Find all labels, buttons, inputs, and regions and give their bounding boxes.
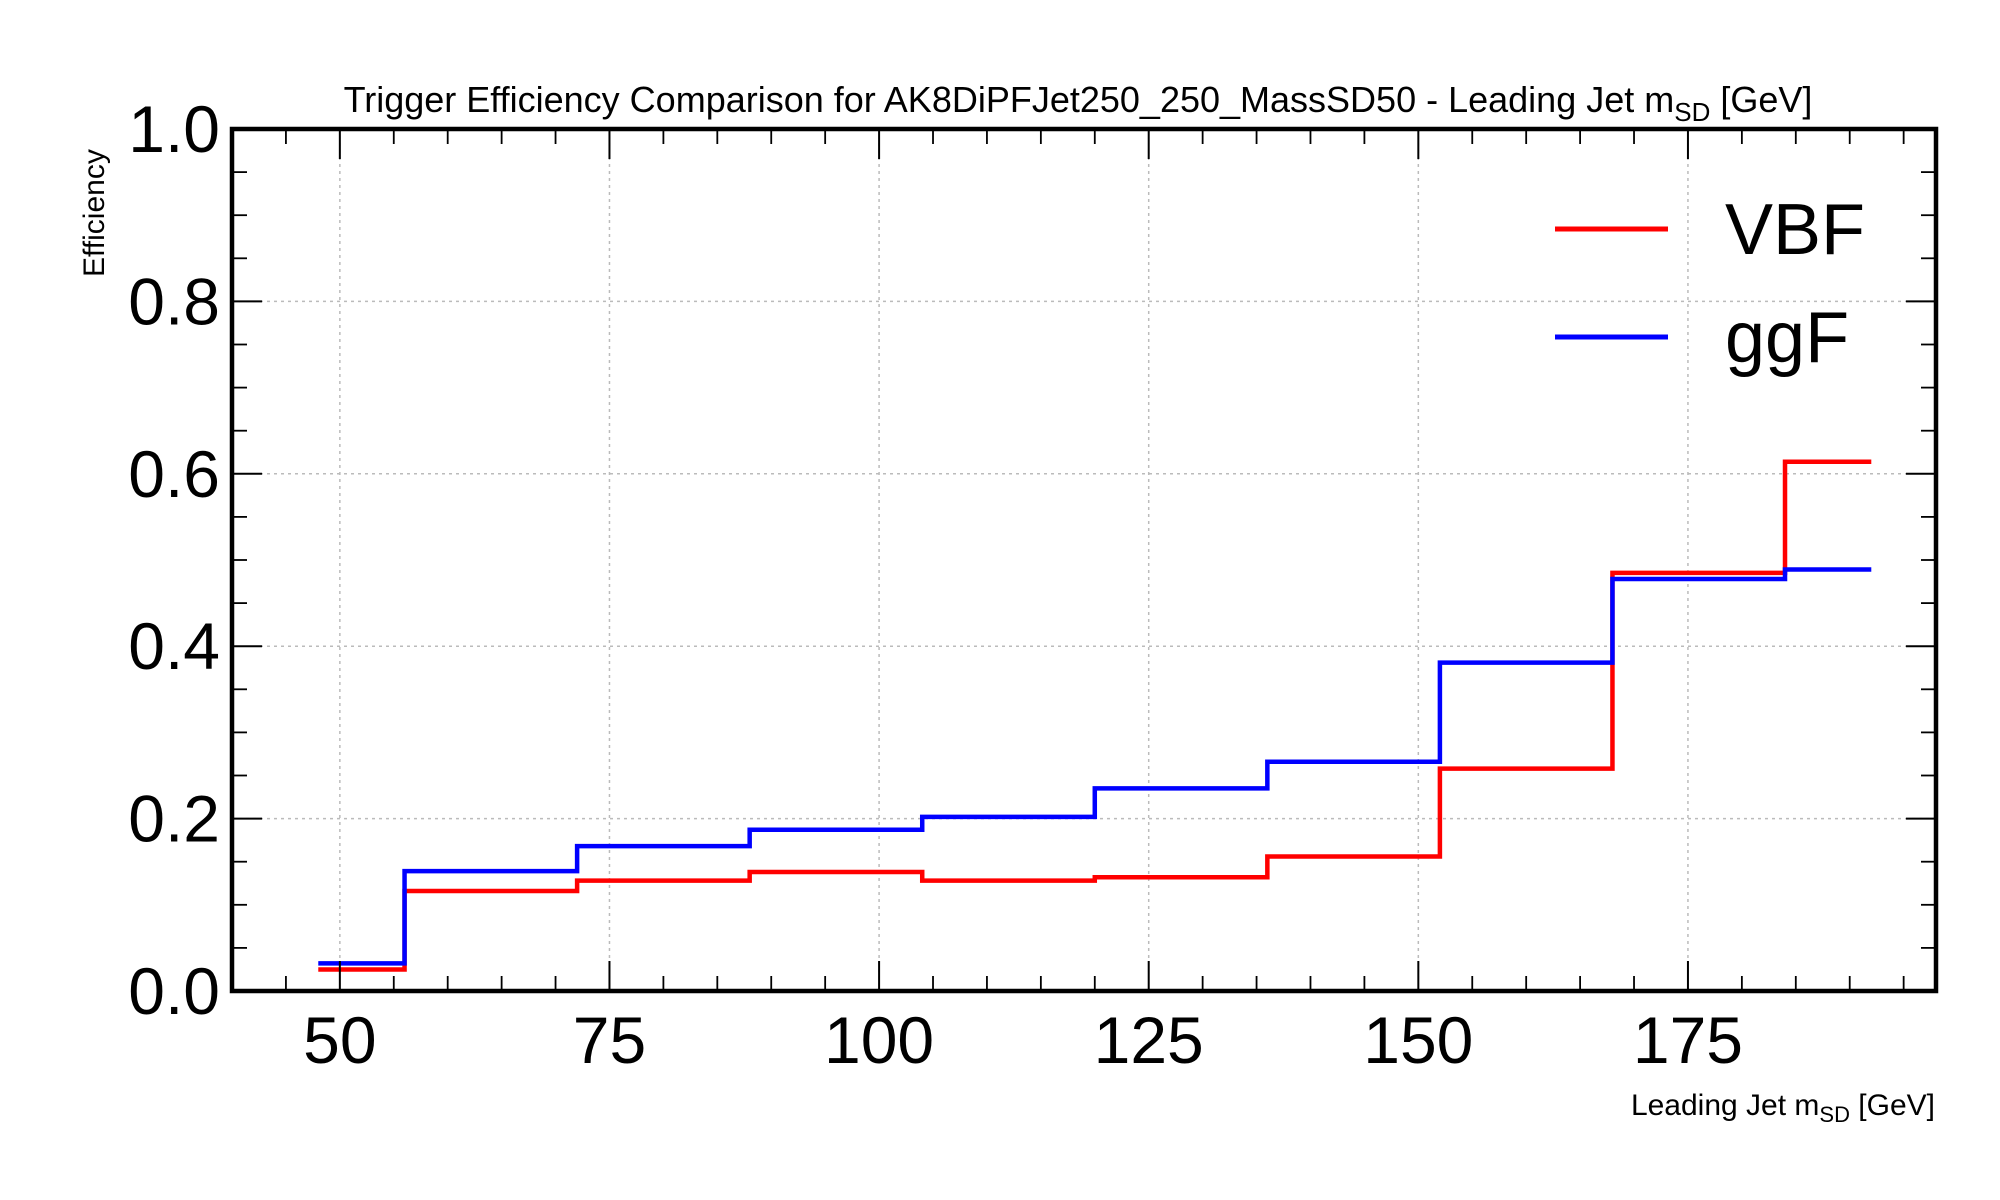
x-tick-label: 150 [1363,1003,1473,1077]
x-tick-label: 175 [1633,1003,1743,1077]
series-line-vbf [318,459,1872,972]
x-axis-label: Leading Jet mSD [GeV] [1631,1089,1935,1127]
series-line-ggf [318,567,1872,966]
y-tick-label: 0.8 [128,264,220,338]
x-tick-label: 75 [573,1003,646,1077]
legend: VBF ggF [1555,190,1865,378]
y-tick-label: 0.0 [128,954,220,1028]
y-axis-label: Efficiency [78,149,111,277]
legend-label-ggf: ggF [1725,298,1849,378]
legend-label-vbf: VBF [1725,190,1865,270]
y-tick-label: 1.0 [128,92,220,166]
axes-layer: 50 75 100 125 150 175 0.0 0.2 0.4 0.6 0.8 1.0 [128,92,1939,1077]
x-tick-label: 125 [1094,1003,1204,1077]
x-tick-label: 100 [824,1003,934,1077]
series-layer [318,459,1872,972]
plot-frame [229,126,1939,994]
y-tick-label: 0.4 [128,609,220,683]
x-tick-label: 50 [303,1003,376,1077]
grid-layer [232,129,1936,991]
y-tick-label: 0.6 [128,437,220,511]
chart-title: Trigger Efficiency Comparison for AK8DiP… [344,79,1813,127]
y-tick-label: 0.2 [128,782,220,856]
